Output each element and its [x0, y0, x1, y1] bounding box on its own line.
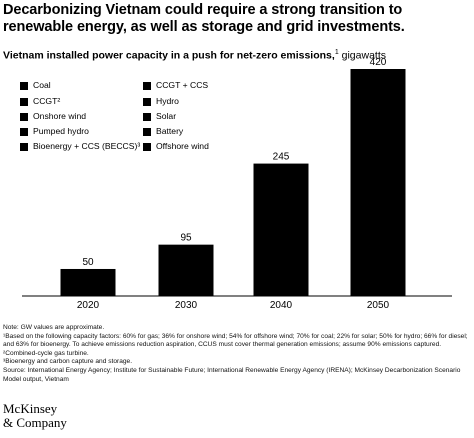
bar-2030: [158, 244, 214, 296]
legend-swatch: [20, 112, 28, 121]
data-label-2020: 50: [82, 257, 94, 268]
legend-swatch: [20, 142, 28, 151]
legend-swatch: [143, 142, 151, 151]
source-note: Source: International Energy Agency; Ins…: [3, 366, 461, 383]
legend-label: Hydro: [156, 96, 179, 106]
legend-item-ccgt: CCGT²: [20, 96, 60, 107]
legend-swatch: [143, 127, 151, 136]
legend-label: Onshore wind: [33, 111, 87, 121]
legend-item-hydro: Hydro: [143, 96, 179, 107]
bar-2020: [60, 268, 116, 296]
legend-swatch: [143, 112, 151, 121]
footnote-3: ³Bioenergy and carbon capture and storag…: [3, 358, 133, 366]
legend-swatch: [20, 127, 28, 136]
data-label-2040: 245: [273, 152, 290, 163]
chart-title: Decarbonizing Vietnam could require a st…: [3, 2, 405, 35]
legend-label: Coal: [33, 80, 51, 90]
logo-line-2: & Company: [3, 415, 67, 430]
legend-item-battery: Battery: [143, 126, 183, 137]
note: Note: GW values are approximate.: [3, 324, 105, 331]
labels-group: 50 2020 95 2030 245 2040 420 2050: [77, 57, 390, 311]
legend-label: Pumped hydro: [33, 126, 89, 136]
footnote-2: ²Combined-cycle gas turbine.: [3, 349, 89, 357]
legend-item-coal: Coal: [20, 80, 51, 91]
legend-swatch: [143, 97, 151, 106]
footnotes: Note: GW values are approximate. ¹Based …: [3, 324, 471, 384]
category-label-2050: 2050: [367, 300, 390, 311]
legend-label: Battery: [156, 126, 184, 136]
footnote-1: ¹Based on the following capacity factors…: [3, 332, 468, 349]
bars-group: [60, 69, 406, 296]
legend-swatch: [20, 97, 28, 106]
chart-subtitle: Vietnam installed power capacity in a pu…: [3, 46, 471, 63]
mckinsey-logo: McKinsey & Company: [3, 402, 67, 430]
data-label-2030: 95: [180, 233, 192, 244]
legend-item-offshore-wind: Offshore wind: [143, 141, 209, 152]
legend-item-solar: Solar: [143, 111, 176, 122]
category-label-2020: 2020: [77, 300, 100, 311]
subtitle-unit: gigawatts: [338, 49, 386, 62]
logo-line-1: McKinsey: [3, 401, 58, 416]
bar-2050: [350, 69, 406, 296]
legend-item-pumped-hydro: Pumped hydro: [20, 126, 89, 137]
legend-label: Bioenergy + CCS (BECCS)³: [33, 141, 141, 151]
subtitle-footnote-marker: 1: [334, 49, 339, 56]
legend-label: CCGT²: [33, 96, 61, 106]
legend-item-beccs: Bioenergy + CCS (BECCS)³: [20, 141, 140, 152]
data-label-2050: 420: [370, 57, 387, 68]
subtitle-text: Vietnam installed power capacity in a pu…: [3, 49, 335, 62]
legend-item-ccgt-ccs: CCGT + CCS: [143, 80, 208, 91]
bar-chart: 50 2020 95 2030 245 2040 420 2050: [22, 57, 452, 311]
legend-swatch: [143, 81, 151, 90]
legend-swatch: [20, 81, 28, 90]
legend-label: Solar: [156, 111, 177, 121]
legend-label: Offshore wind: [156, 141, 209, 151]
bar-2040: [253, 163, 309, 296]
legend-label: CCGT + CCS: [156, 80, 209, 90]
legend-item-onshore-wind: Onshore wind: [20, 111, 86, 122]
category-label-2030: 2030: [175, 300, 198, 311]
category-label-2040: 2040: [270, 300, 293, 311]
